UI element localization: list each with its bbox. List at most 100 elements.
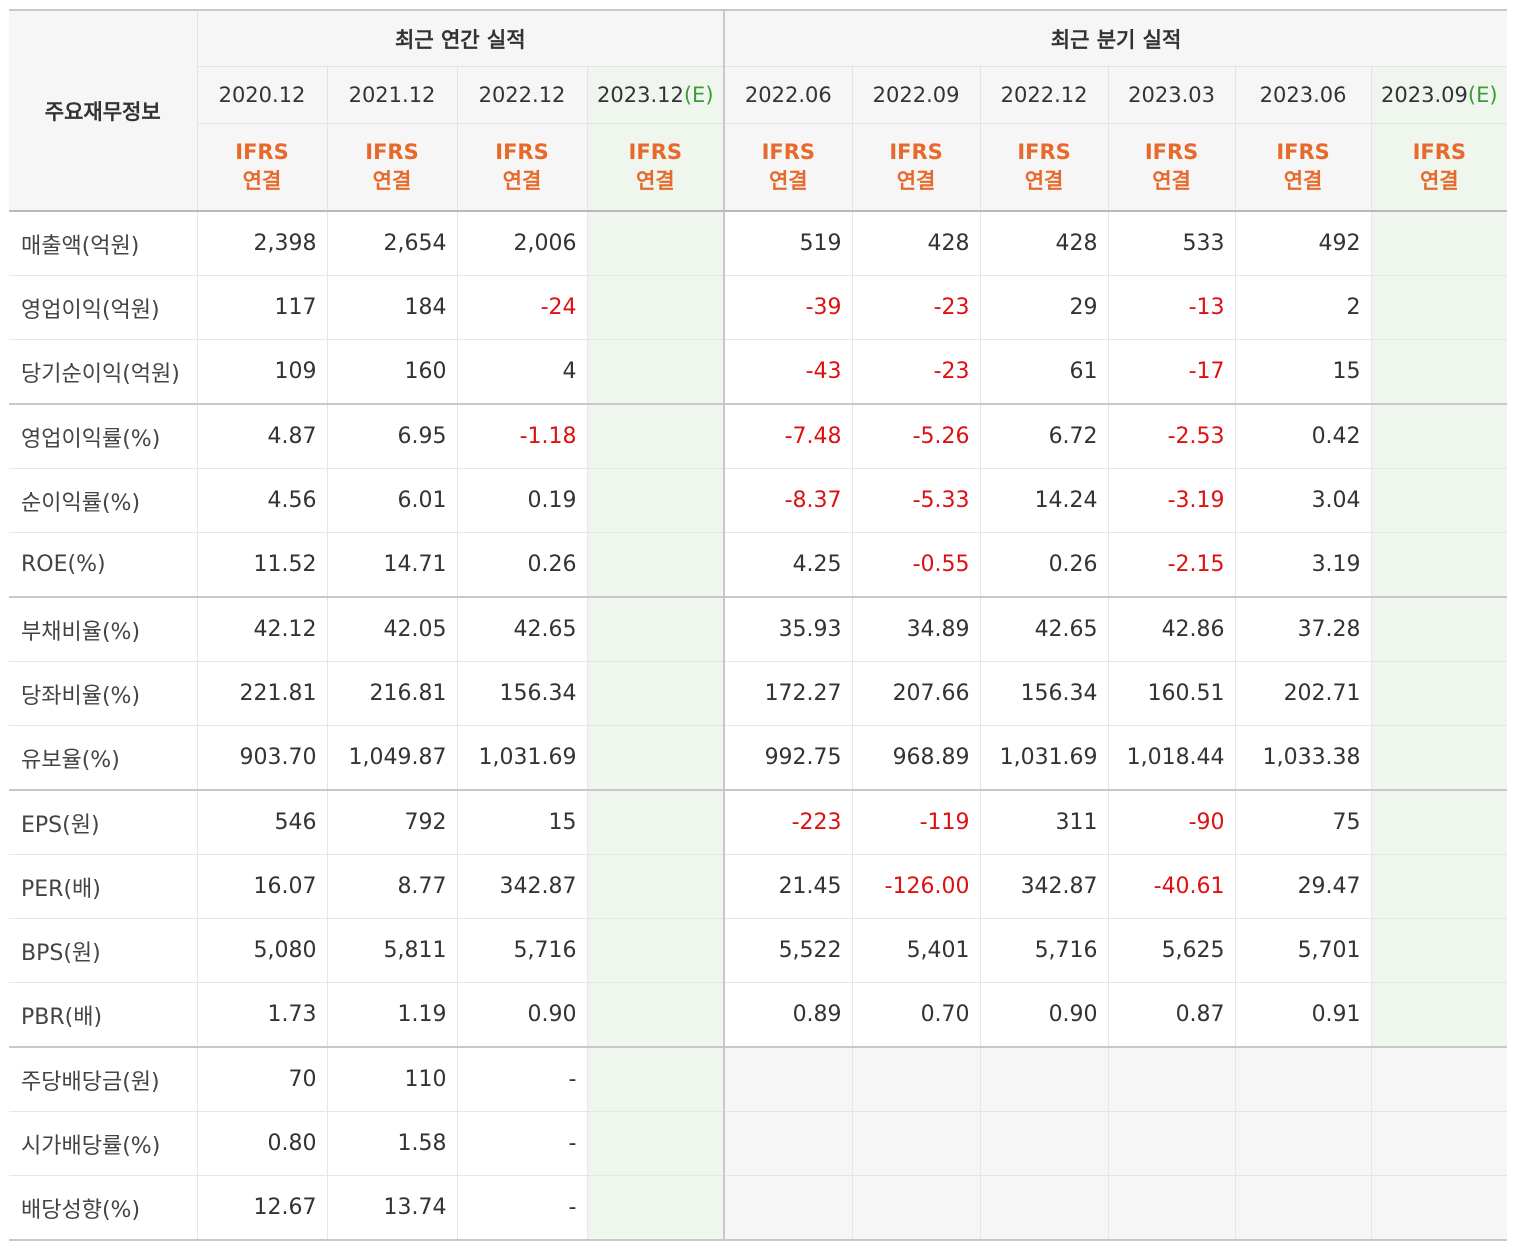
table-row: 당기순이익(억원) 109 160 4 -43 -23 61 -17 15	[9, 339, 1508, 405]
estimate-marker: (E)	[1467, 83, 1498, 107]
value-cell	[586, 275, 725, 340]
estimate-marker: (E)	[683, 83, 714, 107]
value-cell: 2,654	[326, 211, 457, 276]
value-cell: 0.70	[851, 982, 981, 1048]
value-cell: 0.87	[1107, 982, 1236, 1048]
row-label: 매출액(억원)	[9, 211, 197, 276]
value-cell: -39	[723, 275, 853, 340]
value-cell: 342.87	[979, 854, 1109, 919]
value-cell: 12.67	[196, 1175, 327, 1241]
value-cell: 21.45	[723, 854, 853, 919]
value-cell	[851, 1111, 981, 1176]
table-row: 부채비율(%) 42.12 42.05 42.65 35.93 34.89 42.65 42.…	[9, 596, 1508, 662]
value-cell	[586, 532, 725, 598]
value-cell: 6.01	[326, 468, 457, 533]
basis-consolidation: 연결	[1024, 169, 1064, 193]
row-label: BPS(원)	[9, 918, 197, 983]
period-header: 2023.09(E)	[1370, 66, 1508, 124]
value-cell	[1370, 1111, 1508, 1176]
accounting-basis: IFRS 연결	[326, 123, 457, 212]
value-cell	[1234, 1111, 1372, 1176]
period-label: 2021.12	[348, 83, 436, 107]
value-cell: 0.90	[979, 982, 1109, 1048]
value-cell: 29.47	[1234, 854, 1372, 919]
value-cell: -17	[1107, 339, 1236, 405]
value-cell: 519	[723, 211, 853, 276]
value-cell: 207.66	[851, 661, 981, 726]
period-header: 2022.12	[456, 66, 587, 124]
value-cell	[1370, 789, 1508, 855]
value-cell	[586, 1175, 725, 1241]
row-label: PBR(배)	[9, 982, 197, 1048]
value-cell: 42.65	[456, 596, 587, 662]
value-cell: 14.71	[326, 532, 457, 598]
corner-header: 주요재무정보	[9, 9, 197, 212]
period-header: 2022.12	[979, 66, 1109, 124]
value-cell: -40.61	[1107, 854, 1236, 919]
value-cell	[1107, 1046, 1236, 1112]
basis-standard: IFRS	[889, 140, 943, 164]
value-cell: 110	[326, 1046, 457, 1112]
value-cell: 428	[851, 211, 981, 276]
table-row: 시가배당률(%) 0.80 1.58-	[9, 1111, 1508, 1176]
value-cell: 0.19	[456, 468, 587, 533]
value-cell: 75	[1234, 789, 1372, 855]
value-cell	[1370, 468, 1508, 533]
basis-consolidation: 연결	[242, 169, 282, 193]
value-cell: 1.58	[326, 1111, 457, 1176]
value-cell: 5,701	[1234, 918, 1372, 983]
value-cell	[1370, 982, 1508, 1048]
basis-consolidation: 연결	[635, 169, 675, 193]
table-row: ROE(%) 11.52 14.71 0.26 4.25 -0.55 0.26 -2.15 3.…	[9, 532, 1508, 598]
value-cell: -2.53	[1107, 403, 1236, 469]
table-row: 순이익률(%) 4.56 6.01 0.19 -8.37 -5.33 14.24 -3.19 3…	[9, 468, 1508, 533]
value-cell: -23	[851, 275, 981, 340]
value-cell	[586, 918, 725, 983]
value-cell: 13.74	[326, 1175, 457, 1241]
value-cell: -23	[851, 339, 981, 405]
accounting-basis: IFRS 연결	[1107, 123, 1236, 212]
basis-consolidation: 연결	[502, 169, 542, 193]
row-label: 유보율(%)	[9, 725, 197, 791]
value-cell: 968.89	[851, 725, 981, 791]
table-row: PER(배) 16.07 8.77 342.87 21.45 -126.00 342.87-…	[9, 854, 1508, 919]
value-cell	[1234, 1046, 1372, 1112]
value-cell	[1107, 1111, 1236, 1176]
value-cell: 4	[456, 339, 587, 405]
value-cell: 0.89	[723, 982, 853, 1048]
value-cell	[586, 789, 725, 855]
value-cell: 42.12	[196, 596, 327, 662]
value-cell: -0.55	[851, 532, 981, 598]
value-cell	[1370, 661, 1508, 726]
accounting-basis: IFRS 연결	[456, 123, 587, 212]
basis-standard: IFRS	[1412, 140, 1467, 164]
value-cell	[851, 1175, 981, 1241]
basis-standard: IFRS	[1276, 140, 1330, 164]
row-label: 당좌비율(%)	[9, 661, 197, 726]
value-cell	[586, 339, 725, 405]
value-cell	[1370, 532, 1508, 598]
basis-consolidation: 연결	[896, 169, 936, 193]
value-cell: 5,716	[979, 918, 1109, 983]
value-cell: 6.72	[979, 403, 1109, 469]
value-cell: 11.52	[196, 532, 327, 598]
row-label: 당기순이익(억원)	[9, 339, 197, 405]
value-cell	[586, 596, 725, 662]
basis-standard: IFRS	[761, 140, 816, 164]
value-cell	[723, 1175, 853, 1241]
value-cell: 1.19	[326, 982, 457, 1048]
period-label: 2022.12	[1000, 83, 1088, 107]
table-row: 배당성향(%) 12.67 13.74-	[9, 1175, 1508, 1241]
value-cell: 70	[196, 1046, 327, 1112]
table-row: 당좌비율(%) 221.81 216.81 156.34 172.27 207.66 156…	[9, 661, 1508, 726]
value-cell: 202.71	[1234, 661, 1372, 726]
value-cell: -126.00	[851, 854, 981, 919]
value-cell	[586, 468, 725, 533]
value-cell	[1370, 211, 1508, 276]
value-cell: -7.48	[723, 403, 853, 469]
row-label: ROE(%)	[9, 532, 197, 598]
value-cell: 61	[979, 339, 1109, 405]
basis-standard: IFRS	[628, 140, 682, 164]
table-row: 영업이익률(%) 4.87 6.95 -1.18 -7.48 -5.26 6.72 -2.53…	[9, 403, 1508, 469]
period-header: 2023.03	[1107, 66, 1236, 124]
